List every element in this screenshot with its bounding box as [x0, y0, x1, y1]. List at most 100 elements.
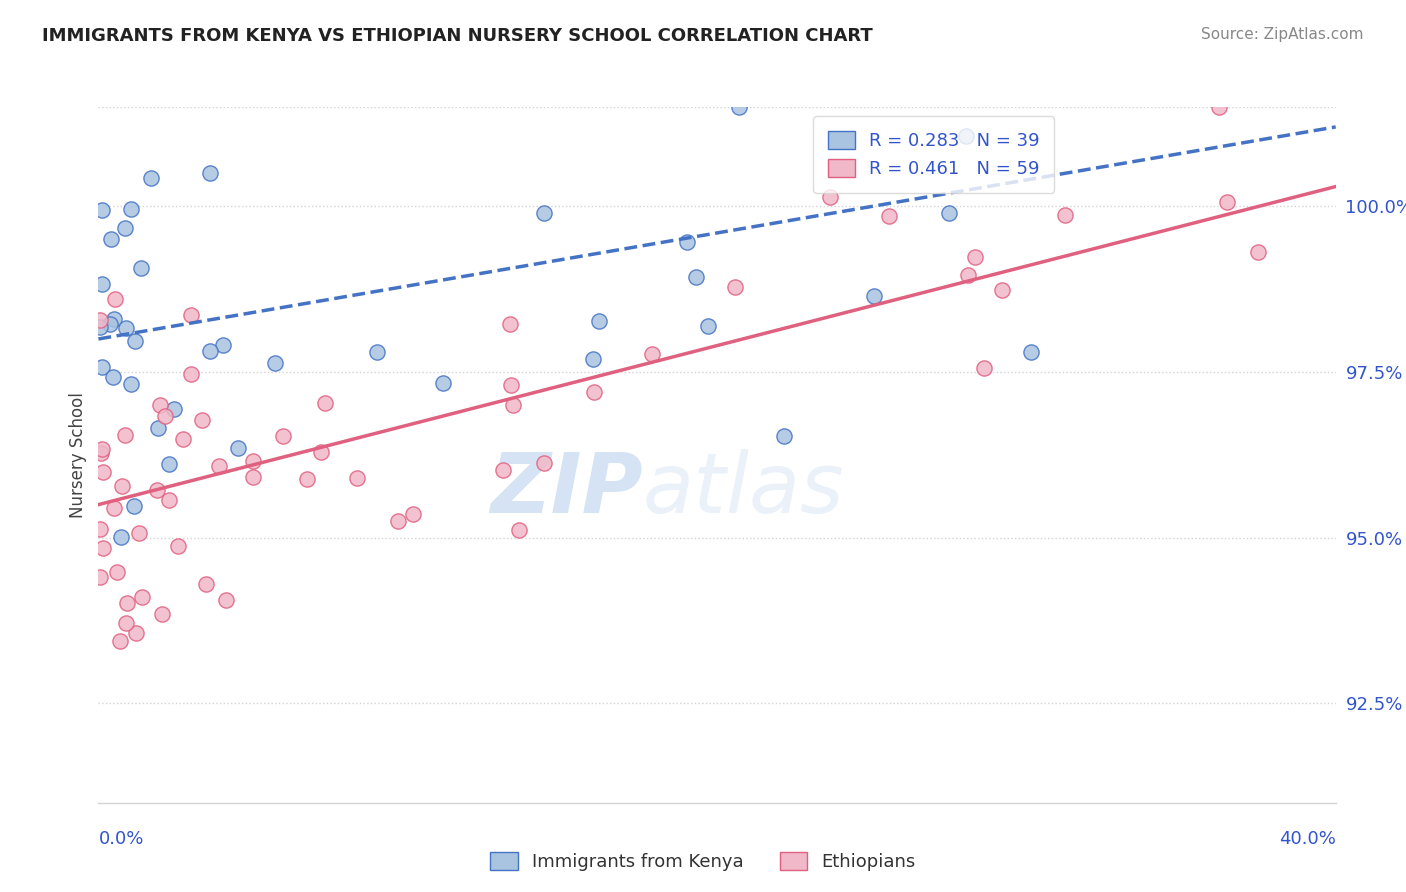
Text: 40.0%: 40.0%: [1279, 830, 1336, 847]
Point: [973, 361, 995, 376]
Point: [172, 432, 194, 446]
Point: [111, 479, 134, 493]
Point: [295, 472, 318, 486]
Point: [309, 444, 332, 458]
Point: [938, 206, 960, 220]
Point: [314, 396, 336, 410]
Point: [114, 220, 136, 235]
Point: [91, 541, 114, 555]
Point: [1054, 208, 1077, 222]
Point: [195, 576, 218, 591]
Point: [90, 203, 112, 218]
Point: [89, 320, 111, 334]
Point: [533, 205, 555, 219]
Point: [366, 345, 388, 359]
Point: [724, 279, 747, 293]
Point: [131, 591, 153, 605]
Point: [89, 570, 111, 584]
Point: [387, 514, 409, 528]
Point: [104, 292, 127, 306]
Point: [124, 334, 146, 348]
Point: [141, 171, 163, 186]
Point: [129, 260, 152, 275]
Point: [150, 607, 173, 621]
Point: [508, 523, 530, 537]
Point: [125, 625, 148, 640]
Point: [166, 539, 188, 553]
Text: Source: ZipAtlas.com: Source: ZipAtlas.com: [1201, 27, 1364, 42]
Point: [581, 352, 603, 367]
Point: [110, 531, 132, 545]
Legend: Immigrants from Kenya, Ethiopians: Immigrants from Kenya, Ethiopians: [484, 845, 922, 879]
Point: [91, 465, 114, 479]
Point: [685, 270, 707, 285]
Legend: R = 0.283   N = 39, R = 0.461   N = 59: R = 0.283 N = 39, R = 0.461 N = 59: [814, 116, 1054, 193]
Y-axis label: Nursery School: Nursery School: [69, 392, 87, 518]
Point: [271, 429, 294, 443]
Point: [124, 499, 146, 513]
Point: [153, 409, 176, 424]
Point: [198, 166, 221, 180]
Point: [533, 457, 555, 471]
Point: [105, 565, 128, 579]
Point: [492, 463, 515, 477]
Point: [501, 378, 523, 392]
Point: [818, 190, 841, 204]
Point: [502, 398, 524, 412]
Text: ZIP: ZIP: [491, 450, 643, 530]
Point: [242, 470, 264, 484]
Point: [157, 458, 180, 472]
Point: [955, 129, 977, 144]
Point: [211, 338, 233, 352]
Point: [727, 100, 749, 114]
Point: [115, 321, 138, 335]
Point: [149, 398, 172, 412]
Text: atlas: atlas: [643, 450, 845, 530]
Point: [103, 500, 125, 515]
Point: [208, 459, 231, 474]
Point: [583, 384, 606, 399]
Point: [146, 421, 169, 435]
Point: [103, 312, 125, 326]
Point: [120, 202, 142, 216]
Point: [163, 402, 186, 417]
Point: [98, 317, 121, 331]
Point: [242, 454, 264, 468]
Point: [198, 344, 221, 359]
Point: [877, 209, 900, 223]
Point: [346, 471, 368, 485]
Point: [1208, 100, 1230, 114]
Point: [641, 346, 664, 360]
Point: [90, 277, 112, 291]
Point: [697, 319, 720, 334]
Point: [180, 367, 202, 381]
Point: [115, 616, 138, 631]
Point: [90, 445, 112, 459]
Point: [432, 376, 454, 390]
Point: [120, 377, 142, 392]
Point: [863, 289, 886, 303]
Point: [1216, 194, 1239, 209]
Point: [773, 428, 796, 442]
Point: [100, 232, 122, 246]
Point: [215, 593, 238, 607]
Point: [91, 442, 114, 457]
Point: [991, 283, 1014, 297]
Point: [145, 483, 167, 497]
Point: [101, 369, 124, 384]
Point: [117, 597, 139, 611]
Point: [91, 360, 114, 375]
Point: [588, 314, 610, 328]
Point: [676, 235, 699, 249]
Text: 0.0%: 0.0%: [98, 830, 143, 847]
Point: [180, 308, 202, 322]
Point: [191, 413, 214, 427]
Point: [110, 634, 132, 648]
Text: IMMIGRANTS FROM KENYA VS ETHIOPIAN NURSERY SCHOOL CORRELATION CHART: IMMIGRANTS FROM KENYA VS ETHIOPIAN NURSE…: [42, 27, 873, 45]
Point: [499, 317, 522, 331]
Point: [264, 356, 287, 370]
Point: [114, 427, 136, 442]
Point: [963, 250, 986, 264]
Point: [957, 268, 980, 282]
Point: [89, 522, 111, 536]
